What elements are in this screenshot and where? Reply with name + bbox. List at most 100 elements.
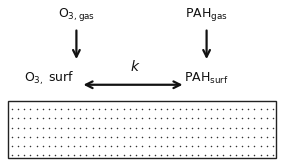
- Point: [190, 117, 194, 120]
- Point: [109, 154, 113, 156]
- Point: [97, 135, 101, 138]
- Point: [53, 117, 57, 120]
- Point: [171, 154, 176, 156]
- Point: [177, 135, 182, 138]
- Point: [184, 126, 188, 129]
- Point: [246, 126, 250, 129]
- Point: [215, 126, 219, 129]
- Point: [109, 126, 113, 129]
- Point: [227, 154, 232, 156]
- Point: [34, 117, 39, 120]
- Point: [184, 108, 188, 111]
- Point: [140, 126, 145, 129]
- Point: [265, 154, 269, 156]
- Point: [265, 108, 269, 111]
- Point: [227, 117, 232, 120]
- Point: [240, 144, 244, 147]
- Text: PAH$_{\mathrm{gas}}$: PAH$_{\mathrm{gas}}$: [185, 6, 228, 23]
- Point: [146, 108, 151, 111]
- Point: [227, 108, 232, 111]
- Point: [246, 135, 250, 138]
- Point: [252, 144, 257, 147]
- Point: [146, 126, 151, 129]
- Point: [65, 135, 70, 138]
- Point: [128, 154, 132, 156]
- Point: [22, 126, 26, 129]
- Point: [190, 144, 194, 147]
- Point: [190, 108, 194, 111]
- Point: [103, 144, 107, 147]
- Point: [97, 154, 101, 156]
- Point: [171, 108, 176, 111]
- Point: [209, 108, 213, 111]
- Point: [84, 135, 89, 138]
- Point: [146, 144, 151, 147]
- Point: [97, 108, 101, 111]
- Point: [72, 135, 76, 138]
- Point: [72, 154, 76, 156]
- Point: [134, 117, 138, 120]
- Point: [258, 144, 263, 147]
- Point: [53, 108, 57, 111]
- Point: [202, 154, 207, 156]
- Point: [246, 117, 250, 120]
- Point: [233, 154, 238, 156]
- Point: [159, 135, 163, 138]
- Point: [202, 126, 207, 129]
- Point: [115, 117, 120, 120]
- Point: [47, 108, 51, 111]
- Text: O$_{3,}$ surf: O$_{3,}$ surf: [24, 70, 75, 87]
- Point: [103, 117, 107, 120]
- Point: [78, 108, 82, 111]
- Point: [40, 117, 45, 120]
- Point: [240, 135, 244, 138]
- Point: [165, 117, 170, 120]
- Point: [233, 144, 238, 147]
- Point: [78, 135, 82, 138]
- Point: [227, 135, 232, 138]
- Point: [97, 117, 101, 120]
- Point: [40, 126, 45, 129]
- Point: [153, 117, 157, 120]
- Point: [240, 126, 244, 129]
- Point: [258, 117, 263, 120]
- Point: [121, 154, 126, 156]
- Point: [90, 117, 95, 120]
- Point: [34, 108, 39, 111]
- Point: [109, 108, 113, 111]
- Point: [221, 108, 226, 111]
- Point: [252, 117, 257, 120]
- Point: [165, 126, 170, 129]
- Point: [165, 144, 170, 147]
- Point: [115, 144, 120, 147]
- Point: [34, 144, 39, 147]
- Point: [34, 135, 39, 138]
- Point: [177, 117, 182, 120]
- Point: [72, 144, 76, 147]
- Point: [252, 108, 257, 111]
- Point: [221, 126, 226, 129]
- Point: [202, 117, 207, 120]
- Point: [121, 126, 126, 129]
- Point: [196, 154, 201, 156]
- Point: [134, 126, 138, 129]
- Point: [227, 126, 232, 129]
- Point: [72, 117, 76, 120]
- Point: [265, 144, 269, 147]
- Point: [59, 126, 64, 129]
- Point: [128, 135, 132, 138]
- Point: [177, 144, 182, 147]
- Point: [97, 144, 101, 147]
- Point: [28, 108, 33, 111]
- Point: [16, 144, 20, 147]
- Point: [22, 108, 26, 111]
- Point: [59, 108, 64, 111]
- Point: [240, 117, 244, 120]
- Point: [109, 144, 113, 147]
- Text: PAH$_{\mathrm{surf}}$: PAH$_{\mathrm{surf}}$: [184, 71, 229, 86]
- Point: [72, 126, 76, 129]
- Point: [153, 154, 157, 156]
- Point: [233, 117, 238, 120]
- Point: [78, 154, 82, 156]
- Point: [215, 154, 219, 156]
